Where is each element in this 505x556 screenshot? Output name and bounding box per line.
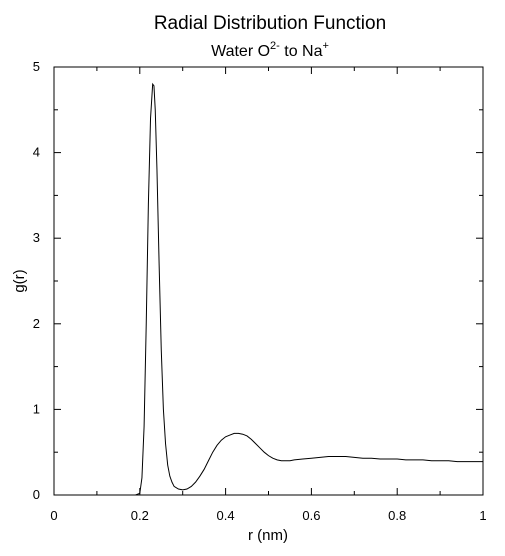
x-tick-label: 0.8 (388, 508, 406, 523)
x-axis-label: r (nm) (248, 527, 288, 544)
y-tick-label: 5 (33, 59, 40, 74)
y-tick-label: 3 (33, 230, 40, 245)
x-tick-label: 0.6 (302, 508, 320, 523)
x-tick-label: 0.4 (217, 508, 235, 523)
y-axis-label: g(r) (11, 269, 28, 292)
chart-title: Radial Distribution Function (154, 13, 386, 34)
y-axis-ticks: 0 1 2 3 4 5 (33, 59, 483, 502)
x-axis-ticks: 0 0.2 0.4 0.6 0.8 1 (50, 67, 487, 523)
y-tick-label: 4 (33, 145, 40, 160)
y-tick-label: 0 (33, 487, 40, 502)
chart-subtitle: Water O2- to Na+ (211, 40, 329, 60)
series-line-g-r (54, 82, 483, 496)
subtitle-prefix-sup: 2- (270, 40, 280, 52)
y-tick-label: 1 (33, 401, 40, 416)
x-tick-label: 0.2 (131, 508, 149, 523)
x-tick-label: 0 (50, 508, 57, 523)
subtitle-middle: to Na (280, 43, 323, 60)
y-tick-label: 2 (33, 316, 40, 331)
x-tick-label: 1 (479, 508, 486, 523)
subtitle-middle-sup: + (323, 40, 329, 52)
plot-frame (53, 66, 484, 496)
subtitle-prefix: Water O (211, 43, 270, 60)
